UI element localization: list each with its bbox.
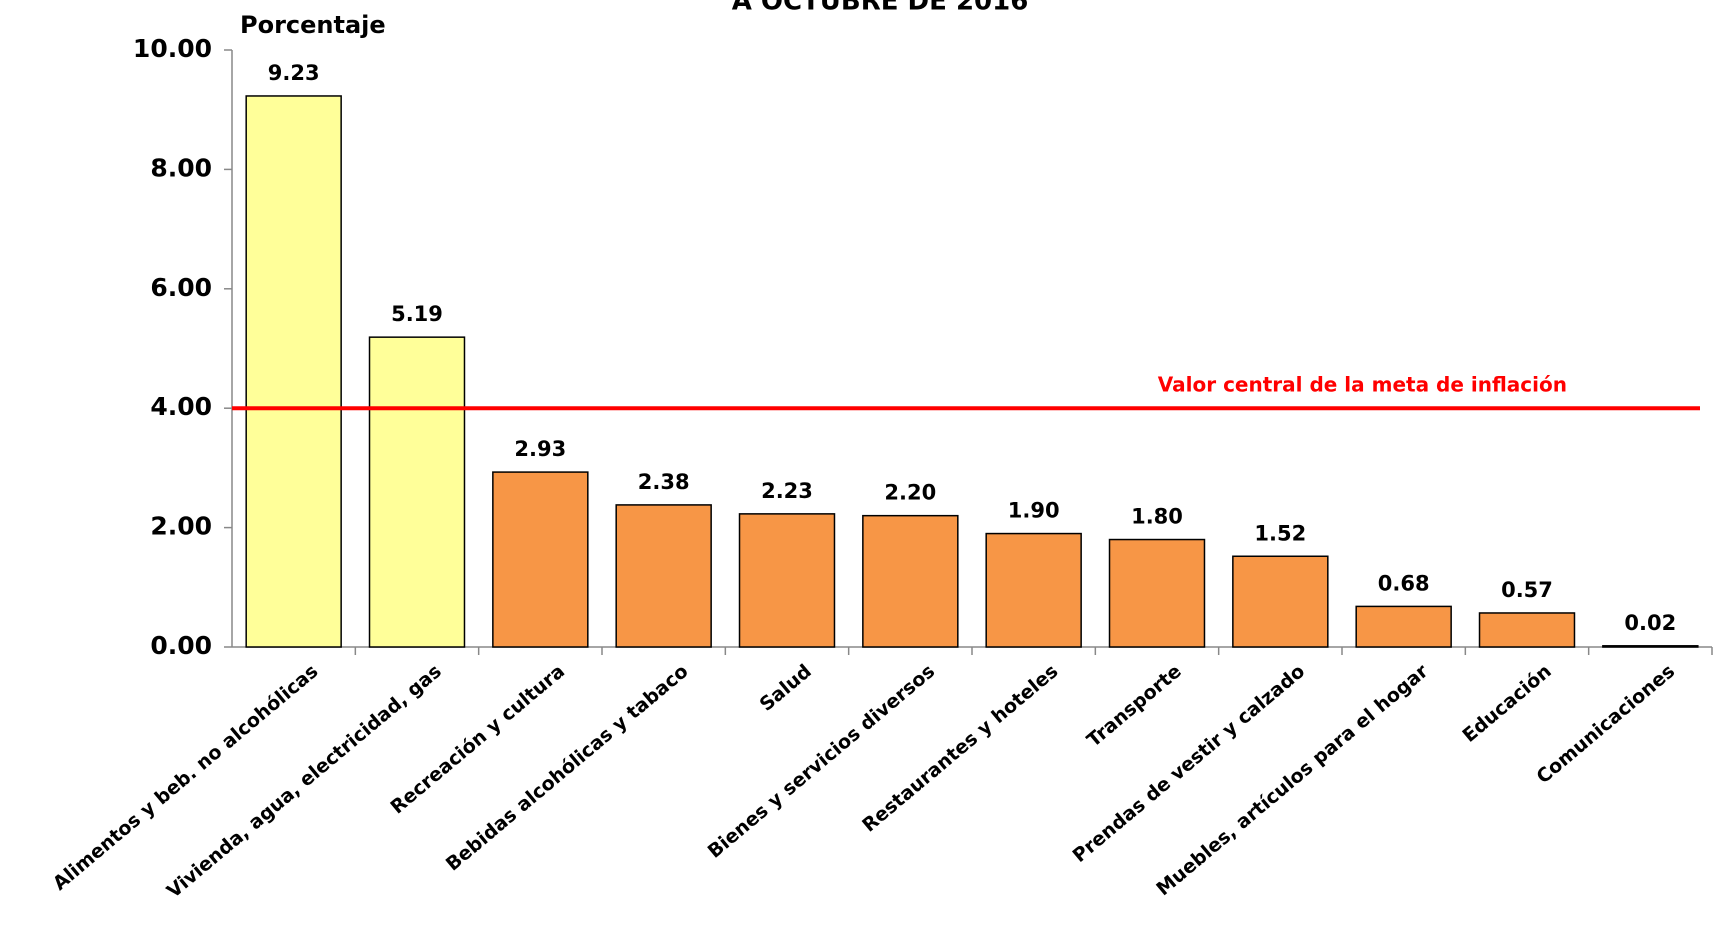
x-tick-label: Educación [1458,660,1555,747]
data-label: 0.57 [1501,578,1553,602]
data-label: 2.38 [638,470,690,494]
data-label: 2.20 [884,481,936,505]
x-tick-label: Alimentos y beb. no alcohólicas [49,660,323,895]
y-tick-label: 4.00 [150,392,212,421]
bar [1478,612,1576,648]
y-tick-label: 10.00 [133,34,212,63]
x-tick-label: Bebidas alcohólicas y tabaco [442,660,693,875]
chart-title: A OCTUBRE DE 2016 [732,0,1029,17]
x-tick-label: Restaurantes y hoteles [858,660,1062,836]
x-tick-label: Muebles, artículos para el hogar [1152,660,1433,900]
bar [1108,538,1206,648]
x-tick-label: Bienes y servicios diversos [704,660,939,863]
x-tick-label: Transporte [1083,660,1186,751]
bar [862,514,959,648]
y-axis-label: Porcentaje [240,11,386,39]
x-tick-label: Comunicaciones [1532,660,1679,788]
data-label: 5.19 [391,302,443,326]
y-tick-label: 6.00 [150,273,212,302]
x-tick-label: Prendas de vestir y calzado [1069,660,1309,867]
data-label: 1.90 [1008,499,1060,523]
data-label: 9.23 [268,61,320,85]
data-label: 0.02 [1624,611,1676,635]
bar [985,532,1082,648]
bar [368,336,466,648]
bar [245,95,342,648]
x-tick-label: Vivienda, agua, electricidad, gas [163,660,446,902]
y-tick-label: 8.00 [150,153,212,182]
reference-label: Valor central de la meta de inflación [1158,373,1567,397]
bar [1602,645,1699,648]
data-label: 2.23 [761,479,813,503]
data-label: 0.68 [1378,571,1430,595]
y-tick-label: 2.00 [150,512,212,541]
y-tick-label: 0.00 [150,631,212,660]
x-tick-label: Salud [756,660,816,716]
bar [738,513,836,648]
bar [1355,605,1452,648]
bar [615,504,712,648]
data-label: 2.93 [514,437,566,461]
data-label: 1.52 [1254,521,1306,545]
bar [492,471,589,648]
bar [1232,555,1329,648]
data-label: 1.80 [1131,505,1183,529]
